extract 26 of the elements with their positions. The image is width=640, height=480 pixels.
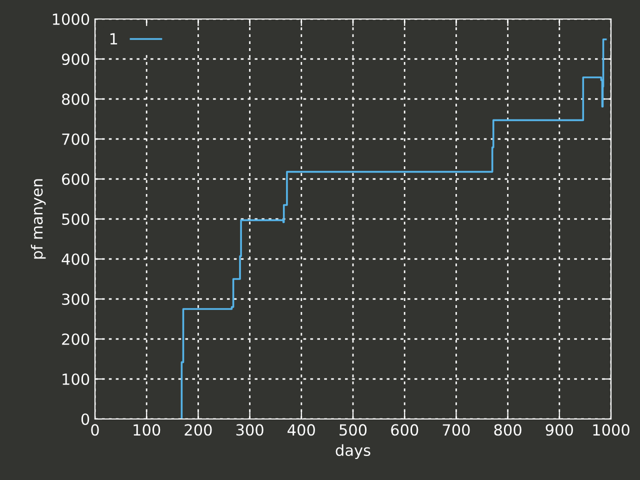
- x-tick-label: 1000: [593, 424, 630, 436]
- y-tick-label: 300: [62, 293, 90, 306]
- legend-label: 1: [110, 33, 118, 44]
- x-tick-label: 600: [391, 424, 418, 436]
- y-tick-label: 600: [62, 173, 90, 186]
- x-tick-label: 700: [442, 424, 470, 436]
- y-tick-label: 700: [62, 133, 90, 146]
- x-axis-title: days: [336, 444, 370, 459]
- y-axis-title: pf manyen: [30, 179, 46, 259]
- x-tick-label: 500: [340, 424, 367, 436]
- y-tick-label: 0: [81, 413, 90, 426]
- x-tick-label: 0: [91, 424, 99, 436]
- x-tick-label: 100: [134, 424, 160, 436]
- x-tick-label: 200: [184, 424, 212, 436]
- x-tick-label: 900: [546, 424, 573, 436]
- x-tick-label: 400: [288, 424, 315, 436]
- line-series: [180, 38, 607, 419]
- y-tick-label: 1000: [52, 13, 90, 26]
- x-tick-label: 300: [236, 424, 264, 436]
- y-tick-label: 500: [62, 213, 90, 226]
- x-tick-label: 800: [494, 424, 522, 436]
- y-tick-label: 100: [62, 373, 90, 386]
- y-tick-label: 800: [62, 93, 90, 106]
- y-tick-label: 900: [62, 53, 90, 66]
- y-tick-label: 400: [62, 253, 90, 266]
- y-tick-label: 200: [62, 333, 90, 346]
